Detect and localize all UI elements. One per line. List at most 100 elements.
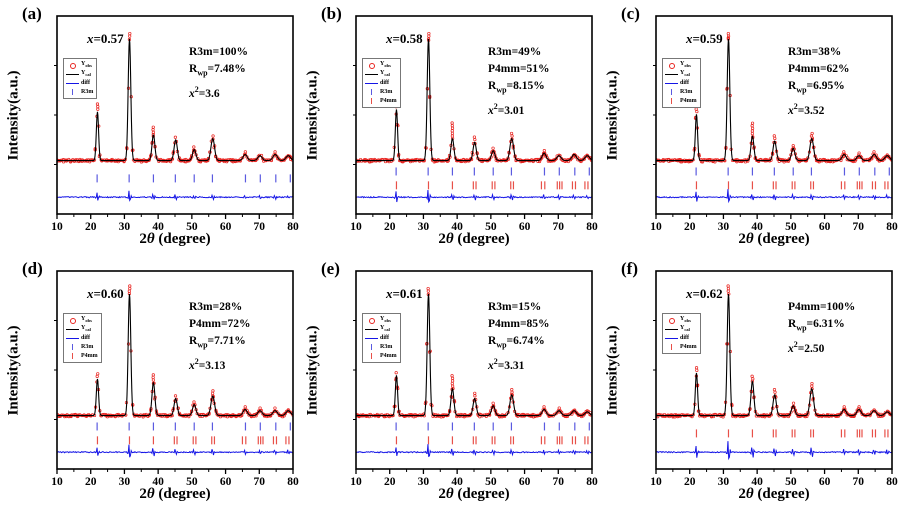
legend-label: R3m (380, 344, 393, 350)
legend-item-cal: Ycal (365, 70, 397, 78)
x-tick-label: 30 (119, 476, 131, 488)
legend-item-cal: Ycal (66, 70, 93, 78)
stat-line: R3m=100% (189, 46, 248, 58)
calc-line-marker-icon (365, 70, 378, 78)
x-axis-label-post: (degree) (753, 231, 810, 247)
stat-line: x2=3.6 (189, 85, 220, 101)
plot-area (656, 284, 892, 461)
x-axis-ticks (653, 65, 893, 219)
diff-curve (356, 189, 592, 204)
composition-label: x=0.59 (686, 31, 723, 47)
refinement-stats: R3m=38% P4mm=62% Rwp=6.95% x2=3.52 (788, 44, 850, 120)
legend-item-diff: diff (665, 79, 697, 87)
stat-line: Rwp=6.74% (488, 335, 545, 350)
x-tick-label: 60 (819, 476, 831, 488)
calc-line-marker-icon (365, 325, 378, 333)
stat-line: x2=3.31 (488, 357, 525, 373)
legend-label: diff (81, 80, 90, 86)
r3m-bragg-tick-icon (66, 343, 79, 351)
diff-line-marker-icon (66, 79, 79, 87)
x-axis-label-pre: 2 (738, 231, 746, 247)
composition-label: x=0.61 (386, 286, 423, 302)
legend-item-r3m: R3m (66, 88, 93, 96)
p4mm-bragg-ticks (695, 181, 889, 190)
legend-label: Ycal (380, 69, 390, 78)
composition-label: x=0.57 (87, 31, 124, 47)
legend-item-cal: Ycal (665, 70, 697, 78)
panel-tag: (a) (22, 4, 42, 23)
x-tick-label: 50 (785, 221, 797, 233)
obs-circle-marker-icon (365, 61, 378, 69)
legend-item-obs: Yobs (66, 61, 93, 69)
diff-line-marker-icon (665, 334, 678, 342)
legend-label: diff (380, 335, 389, 341)
x-tick-label: 40 (451, 221, 463, 233)
legend: Yobs Ycal diff R3m P4mm (362, 58, 401, 108)
x-tick-label: 60 (519, 476, 531, 488)
x-tick-label: 10 (51, 476, 63, 488)
diff-curve (656, 441, 892, 461)
x-tick-label: 20 (384, 221, 396, 233)
legend-label: R3m (380, 89, 393, 95)
x-tick-label: 50 (785, 476, 797, 488)
stat-line: P4mm=85% (488, 318, 550, 330)
p4mm-bragg-ticks (395, 436, 589, 445)
plot-area (656, 31, 892, 204)
stat-line: x2=3.13 (189, 357, 226, 373)
x-tick-label: 80 (287, 221, 299, 233)
legend-item-p4mm: P4mm (665, 97, 697, 105)
panel-f: 10 20 30 40 50 60 70 80 (f) x=0.62 Yobs Ycal diff… (599, 255, 898, 510)
r3m-bragg-ticks (395, 422, 590, 431)
panel-c: 10 20 30 40 50 60 70 80 (c) x=0.59 Yobs Ycal diff… (599, 0, 898, 255)
legend-item-diff: diff (665, 334, 697, 342)
r3m-bragg-tick-icon (365, 343, 378, 351)
legend-label: P4mm (81, 353, 98, 359)
x-axis-label: 2θ (degree) (674, 231, 874, 248)
legend: Yobs Ycal diff R3m P4mm (63, 313, 102, 363)
theta-symbol: θ (445, 486, 454, 502)
legend-label: Ycal (680, 69, 690, 78)
stat-line: Rwp=8.15% (488, 80, 545, 95)
x-tick-label: 30 (718, 221, 730, 233)
legend-item-obs: Yobs (665, 61, 697, 69)
stat-line: Rwp=7.48% (189, 63, 246, 78)
legend-item-diff: diff (365, 79, 397, 87)
panel-tag: (e) (321, 259, 340, 278)
calc-line-marker-icon (665, 325, 678, 333)
legend-label: Yobs (81, 60, 92, 69)
x-tick-label: 20 (85, 476, 97, 488)
x-tick-label: 60 (819, 221, 831, 233)
p4mm-bragg-tick-icon (665, 97, 678, 105)
y-axis-label: Intensity(a.u.) (5, 70, 22, 161)
legend-item-diff: diff (365, 334, 397, 342)
legend-item-diff: diff (66, 79, 93, 87)
x-tick-label: 10 (350, 221, 362, 233)
xrd-chart-d: 10 20 30 40 50 60 70 80 (51, 270, 299, 488)
composition-label: x=0.62 (686, 286, 723, 302)
legend-item-obs: Yobs (665, 316, 697, 324)
legend-item-cal: Ycal (665, 325, 697, 333)
p4mm-bragg-ticks (695, 429, 889, 438)
x-tick-label: 80 (287, 476, 299, 488)
x-tick-labels: 10 20 30 40 50 60 70 80 (350, 476, 598, 488)
y-axis-label: Intensity(a.u.) (604, 70, 621, 161)
p4mm-bragg-tick-icon (365, 352, 378, 360)
calc-curve (57, 293, 293, 417)
calc-line-marker-icon (665, 70, 678, 78)
composition-label: x=0.58 (386, 31, 423, 47)
plot-area (57, 31, 293, 202)
composition-variable: x (386, 286, 393, 301)
p4mm-bragg-tick-icon (66, 352, 79, 360)
stat-line: R3m=15% (488, 301, 542, 313)
panel-tag: (d) (22, 259, 43, 278)
x-tick-labels: 10 20 30 40 50 60 70 80 (51, 221, 299, 233)
xrd-chart-f: 10 20 30 40 50 60 70 80 (650, 270, 898, 488)
refinement-stats: R3m=49% P4mm=51% Rwp=8.15% x2=3.01 (488, 44, 550, 120)
obs-circle-marker-icon (66, 316, 79, 324)
x-tick-label: 50 (186, 476, 198, 488)
obs-circle-marker-icon (66, 61, 79, 69)
legend-item-obs: Yobs (365, 61, 397, 69)
legend-label: Ycal (81, 69, 91, 78)
x-axis-ticks (353, 320, 593, 474)
x-tick-label: 20 (684, 221, 696, 233)
